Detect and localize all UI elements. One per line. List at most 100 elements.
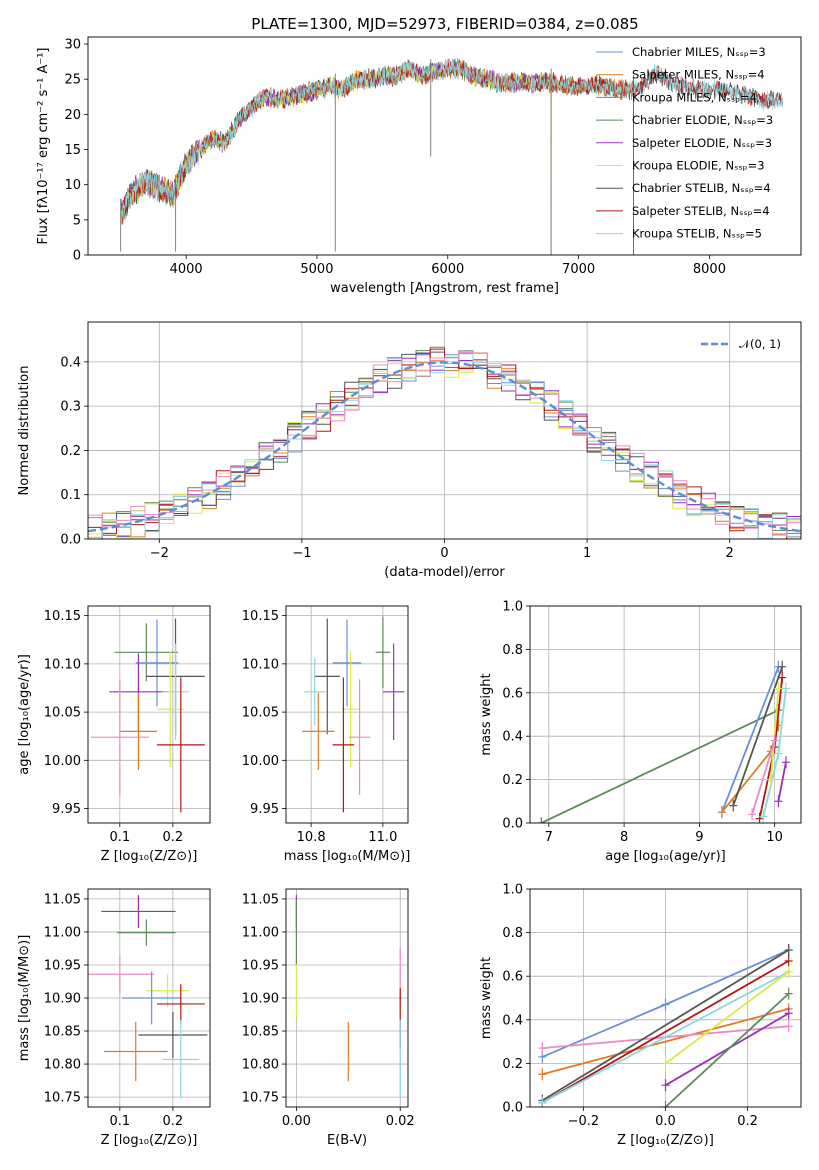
gaussian-curve [88, 361, 801, 533]
legend-label: 𝒩(0, 1) [739, 337, 781, 351]
y-axis-label: Flux [fλ10⁻¹⁷ erg cm⁻² s⁻¹ A⁻¹] [36, 48, 51, 245]
y-tick-label: 0.0 [502, 817, 523, 832]
axes-frame [87, 36, 802, 256]
legend-label: Chabrier STELIB, Nₛₛₚ=4 [632, 181, 771, 195]
x-tick-label: 6000 [431, 262, 464, 277]
y-tick-label: 10.05 [44, 706, 81, 721]
x-axis-label: mass [log₁₀(M/M⊙)] [284, 849, 411, 864]
y-tick-label: 0.1 [60, 488, 81, 503]
y-axis-label: mass weight [479, 673, 494, 755]
y-tick-label: 0.6 [502, 970, 523, 985]
x-tick-label: 0.0 [655, 1114, 676, 1129]
y-tick-label: 9.95 [52, 802, 81, 817]
plot-area [530, 606, 801, 823]
axes-frame [87, 605, 211, 824]
y-tick-label: 15 [64, 143, 81, 158]
x-tick-label: 0.2 [737, 1114, 758, 1129]
plot-area [286, 606, 408, 823]
y-tick-label: 0.4 [60, 355, 81, 370]
y-tick-label: 0.3 [60, 400, 81, 415]
axes-frame [529, 605, 802, 824]
y-axis-label: age [log₁₀(age/yr)] [17, 654, 32, 775]
y-tick-label: 30 [64, 38, 81, 53]
plot-area [286, 889, 408, 1107]
y-tick-label: 10.95 [242, 958, 279, 973]
panel-age-vs-Z: 0.1 0.2 9.95 10.00 10.05 10.10 10.15 Z [log₁₀(Z… [17, 605, 211, 864]
plot-area [88, 322, 801, 539]
mass-weight-line [541, 971, 790, 1104]
mass-weight-line [732, 666, 784, 806]
mass-weight-line [541, 960, 790, 1104]
x-tick-label: 7000 [562, 262, 595, 277]
y-tick-label: 9.95 [250, 802, 279, 817]
legend-label: Salpeter STELIB, Nₛₛₚ=4 [632, 204, 770, 218]
x-axis-label: E(B-V) [327, 1133, 367, 1148]
x-tick-label: 0.1 [109, 830, 130, 845]
y-tick-label: 10.85 [44, 1025, 81, 1040]
x-tick-label: −0.2 [568, 1114, 600, 1129]
legend-label: Kroupa STELIB, Nₛₛₚ=5 [632, 227, 762, 241]
x-tick-label: 0.00 [282, 1114, 311, 1129]
plot-area [530, 889, 801, 1107]
y-tick-label: 10.75 [242, 1091, 279, 1106]
y-tick-label: 0.2 [502, 1057, 523, 1072]
x-tick-label: 0 [440, 546, 448, 561]
y-tick-label: 10.00 [44, 754, 81, 769]
x-axis-label: age [log₁₀(age/yr)] [605, 849, 726, 864]
y-tick-label: 0.4 [502, 730, 523, 745]
legend-label: Kroupa MILES, Nₛₛₚ=4 [632, 90, 757, 104]
y-tick-label: 5 [73, 213, 81, 228]
x-axis-label: Z [log₁₀(Z/Z⊙)] [101, 1133, 198, 1148]
y-tick-label: 1.0 [502, 600, 523, 615]
y-tick-label: 11.00 [44, 925, 81, 940]
mass-weight-line [721, 666, 780, 813]
histogram-step [88, 351, 801, 539]
y-tick-label: 0.4 [502, 1013, 523, 1028]
y-tick-label: 10.95 [44, 958, 81, 973]
x-tick-label: 8 [620, 830, 628, 845]
histogram-step [88, 352, 801, 539]
y-tick-label: 10 [64, 178, 81, 193]
y-tick-label: 20 [64, 108, 81, 123]
x-tick-label: 7 [545, 830, 553, 845]
panel-mass-weight-vs-age: 7 8 9 10 0.0 0.2 0.4 0.6 0.8 1.0 age [log₁₀(age/yr… [479, 600, 802, 864]
y-tick-label: 11.05 [242, 892, 279, 907]
x-axis-label: wavelength [Angstrom, rest frame] [330, 281, 559, 296]
y-tick-label: 0.2 [60, 444, 81, 459]
legend-label: Salpeter ELODIE, Nₛₛₚ=3 [632, 136, 772, 150]
plot-area [120, 58, 784, 255]
axes-frame [87, 321, 802, 540]
mass-weight-line [664, 971, 790, 1065]
x-tick-label: 0.2 [163, 830, 184, 845]
y-tick-label: 0.8 [502, 643, 523, 658]
y-tick-label: 10.10 [44, 657, 81, 672]
plot-area [88, 606, 210, 823]
axes-frame [529, 888, 802, 1108]
figure-title: PLATE=1300, MJD=52973, FIBERID=0384, z=0… [251, 15, 638, 33]
y-tick-label: 10.80 [44, 1058, 81, 1073]
legend-label: Chabrier MILES, Nₛₛₚ=3 [632, 45, 766, 59]
y-tick-label: 11.00 [242, 925, 279, 940]
y-tick-label: 10.15 [44, 609, 81, 624]
panel-age-vs-mass: 10.8 11.0 9.95 10.00 10.05 10.10 10.15 mass [lo… [242, 605, 411, 864]
axes-frame [285, 888, 409, 1108]
mass-weight-line [540, 709, 779, 823]
y-axis-label: Normed distribution [17, 366, 32, 496]
y-tick-label: 10.85 [242, 1025, 279, 1040]
mass-weight-line [542, 1008, 789, 1076]
x-tick-label: 10 [766, 830, 783, 845]
y-tick-label: 10.00 [242, 754, 279, 769]
panel-mass-vs-Z: 0.1 0.2 10.75 10.80 10.85 10.90 10.95 11.00 11.0… [17, 888, 211, 1148]
y-tick-label: 10.90 [44, 992, 81, 1007]
y-tick-label: 1.0 [502, 883, 523, 898]
mass-weight-line [541, 949, 790, 1102]
y-tick-label: 10.75 [44, 1091, 81, 1106]
mass-weight-line [664, 992, 790, 1107]
x-tick-label: −1 [292, 546, 311, 561]
y-tick-label: 10.10 [242, 657, 279, 672]
x-axis-label: Z [log₁₀(Z/Z⊙)] [101, 849, 198, 864]
x-axis-label: Z [log₁₀(Z/Z⊙)] [617, 1133, 714, 1148]
y-tick-label: 11.05 [44, 892, 81, 907]
y-tick-label: 10.80 [242, 1058, 279, 1073]
